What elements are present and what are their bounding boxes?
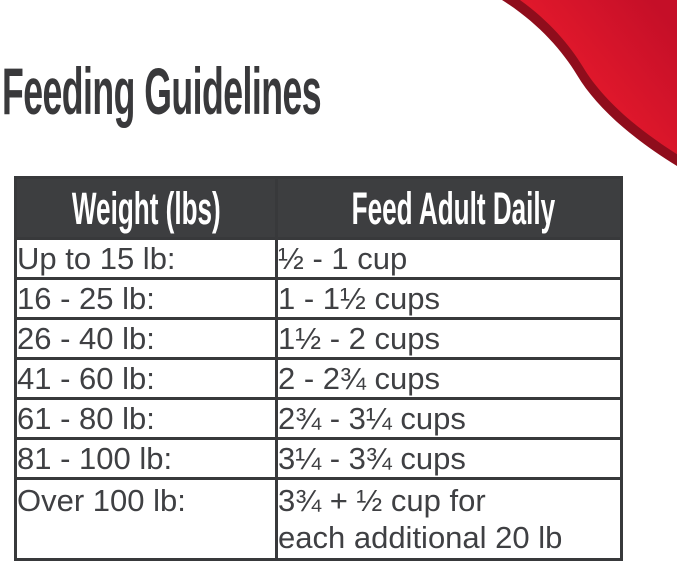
weight-cell: 41 - 60 lb: — [14, 357, 278, 400]
feed-cell: 1 - 1½ cups — [275, 277, 623, 320]
column-header-weight-label: Weight (lbs) — [71, 182, 221, 234]
feed-cell: 2 - 2¾ cups — [275, 357, 623, 400]
column-header-feed: Feed Adult Daily — [275, 176, 623, 240]
feed-cell: 3¼ - 3¾ cups — [275, 437, 623, 480]
table-row: 41 - 60 lb: 2 - 2¾ cups — [14, 357, 623, 400]
feed-cell: 2¾ - 3¼ cups — [275, 397, 623, 440]
red-swoosh-decoration — [502, 0, 677, 166]
feed-cell: 1½ - 2 cups — [275, 317, 623, 360]
feed-cell: 3¾ + ½ cup for each additional 20 lb — [275, 477, 623, 561]
weight-cell: Up to 15 lb: — [14, 237, 278, 280]
feed-cell: ½ - 1 cup — [275, 237, 623, 280]
weight-cell: 26 - 40 lb: — [14, 317, 278, 360]
weight-cell: Over 100 lb: — [14, 477, 278, 561]
table-row: 61 - 80 lb: 2¾ - 3¼ cups — [14, 397, 623, 440]
table-row: 26 - 40 lb: 1½ - 2 cups — [14, 317, 623, 360]
column-header-weight: Weight (lbs) — [14, 176, 278, 240]
table-row: 81 - 100 lb: 3¼ - 3¾ cups — [14, 437, 623, 480]
page-title: Feeding Guidelines — [2, 58, 593, 124]
table-row: 16 - 25 lb: 1 - 1½ cups — [14, 277, 623, 320]
table-header-row: Weight (lbs) Feed Adult Daily — [14, 176, 623, 240]
weight-cell: 16 - 25 lb: — [14, 277, 278, 320]
table-row: Over 100 lb: 3¾ + ½ cup for each additio… — [14, 477, 623, 561]
weight-cell: 81 - 100 lb: — [14, 437, 278, 480]
table-row: Up to 15 lb: ½ - 1 cup — [14, 237, 623, 280]
weight-cell: 61 - 80 lb: — [14, 397, 278, 440]
feeding-guidelines-table: Weight (lbs) Feed Adult Daily Up to 15 l… — [14, 176, 623, 561]
column-header-feed-label: Feed Adult Daily — [351, 182, 556, 234]
page-title-text: Feeding Guidelines — [2, 54, 322, 128]
